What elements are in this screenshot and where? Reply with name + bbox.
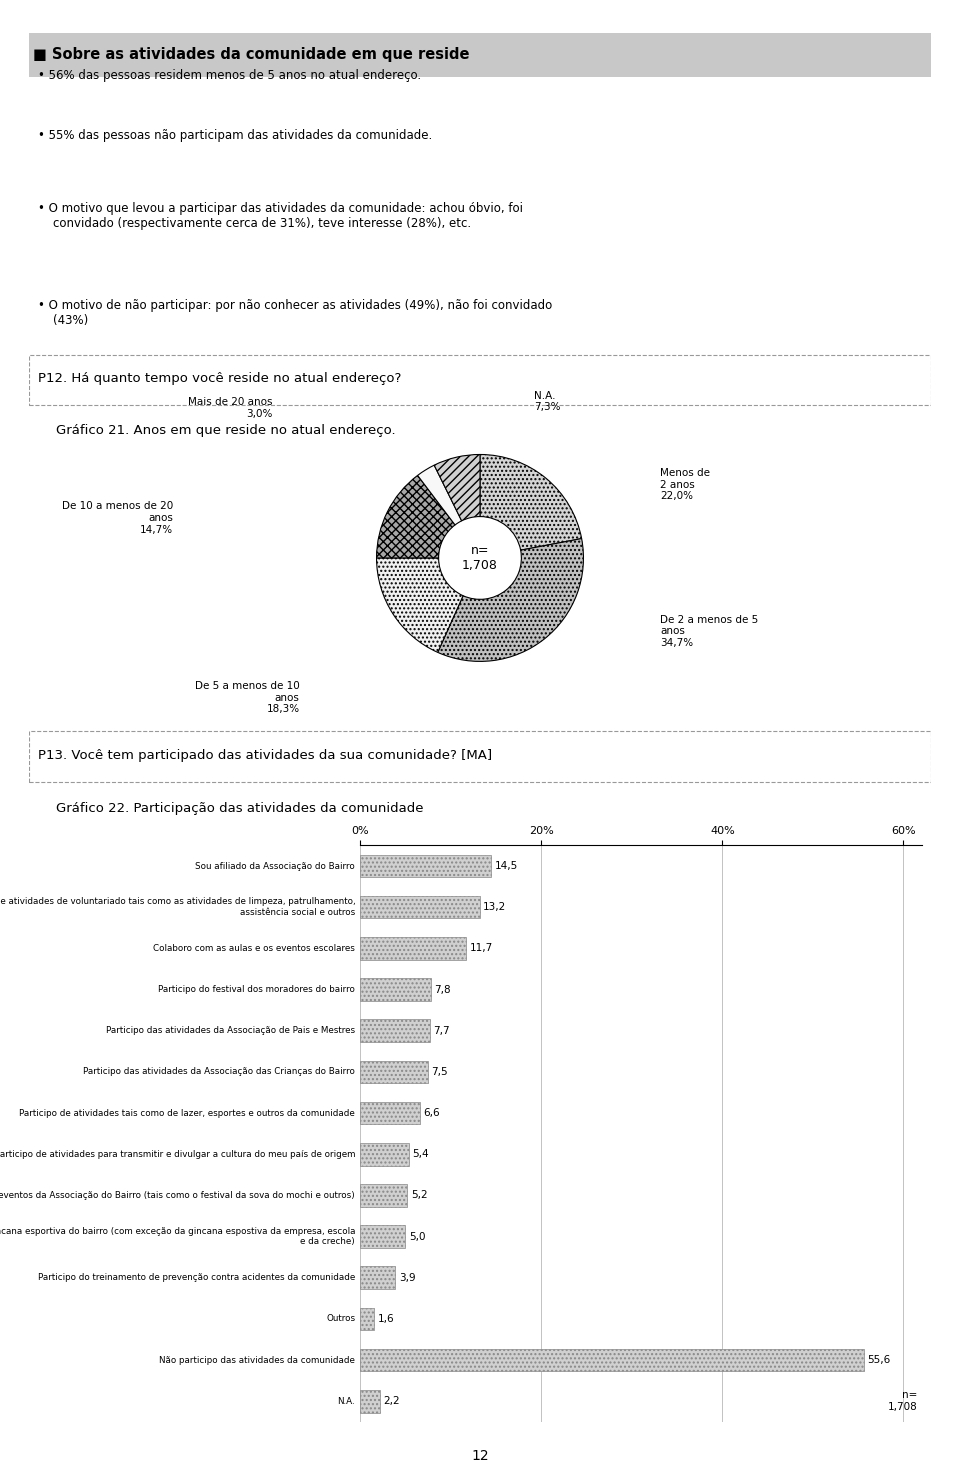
Bar [360,1308,374,1330]
Text: Outros: Outros [326,1314,355,1323]
Wedge shape [376,557,463,652]
Wedge shape [480,455,582,550]
Text: N.A.: N.A. [338,1397,355,1406]
Text: Participo do treinamento de prevenção contra acidentes da comunidade: Participo do treinamento de prevenção co… [38,1273,355,1283]
Text: • O motivo que levou a participar das atividades da comunidade: achou óbvio, foi: • O motivo que levou a participar das at… [37,202,523,231]
Text: Não participo das atividades da comunidade: Não participo das atividades da comunida… [159,1355,355,1364]
Wedge shape [376,476,455,557]
Text: Gráfico 22. Participação das atividades da comunidade: Gráfico 22. Participação das atividades … [56,803,423,814]
Text: De 10 a menos de 20
anos
14,7%: De 10 a menos de 20 anos 14,7% [62,501,173,535]
Bar [360,1225,405,1247]
Bar [360,1184,407,1206]
Bar [360,1020,430,1042]
Text: Menos de
2 anos
22,0%: Menos de 2 anos 22,0% [660,469,710,501]
Text: 2,2: 2,2 [384,1397,400,1406]
Wedge shape [418,466,462,525]
Text: Participo de atividades tais como de lazer, esportes e outros da comunidade: Participo de atividades tais como de laz… [19,1108,355,1117]
Bar [360,896,480,918]
Text: 5,2: 5,2 [411,1190,427,1200]
Text: 7,7: 7,7 [433,1026,450,1036]
Text: Participo das atividades da Associação de Pais e Mestres: Participo das atividades da Associação d… [106,1026,355,1035]
Text: Participo da gincana esportiva do bairro (com exceção da gincana espostiva da em: Participo da gincana esportiva do bairro… [0,1227,355,1246]
Text: 5,4: 5,4 [413,1150,429,1159]
Text: ■ Sobre as atividades da comunidade em que reside: ■ Sobre as atividades da comunidade em q… [34,47,469,62]
Text: P13. Você tem participado das atividades da sua comunidade? [MA]: P13. Você tem participado das atividades… [37,749,492,763]
Bar [360,1267,396,1289]
Text: • 55% das pessoas não participam das atividades da comunidade.: • 55% das pessoas não participam das ati… [37,129,432,142]
Text: Gráfico 21. Anos em que reside no atual endereço.: Gráfico 21. Anos em que reside no atual … [56,424,396,436]
Text: 1,6: 1,6 [378,1314,395,1324]
Text: • 56% das pessoas residem menos de 5 anos no atual endereço.: • 56% das pessoas residem menos de 5 ano… [37,68,420,81]
Text: P12. Há quanto tempo você reside no atual endereço?: P12. Há quanto tempo você reside no atua… [37,372,401,386]
Text: 13,2: 13,2 [483,902,507,912]
Wedge shape [434,455,480,520]
Bar [360,978,431,1001]
Text: 3,9: 3,9 [399,1273,416,1283]
Text: Participo dos eventos da Associação do Bairro (tais como o festival da sova do m: Participo dos eventos da Associação do B… [0,1191,355,1200]
Text: Participo das atividades da Associação das Crianças do Bairro: Participo das atividades da Associação d… [84,1067,355,1076]
Text: 7,5: 7,5 [432,1067,448,1077]
Wedge shape [438,538,584,661]
Text: 14,5: 14,5 [495,862,518,871]
Text: Participo de atividades de voluntariado tais como as atividades de limpeza, patr: Participo de atividades de voluntariado … [0,897,355,916]
Bar [360,1349,864,1372]
Text: De 5 a menos de 10
anos
18,3%: De 5 a menos de 10 anos 18,3% [195,681,300,714]
Text: • O motivo de não participar: por não conhecer as atividades (49%), não foi conv: • O motivo de não participar: por não co… [37,299,552,327]
FancyBboxPatch shape [29,732,931,782]
Text: 6,6: 6,6 [423,1108,440,1117]
Text: 5,0: 5,0 [409,1231,425,1242]
Bar [360,1101,420,1125]
Text: Participo de atividades para transmitir e divulgar a cultura do meu país de orig: Participo de atividades para transmitir … [0,1150,355,1159]
Bar [360,1389,380,1413]
FancyBboxPatch shape [29,355,931,405]
Text: n=
1,708: n= 1,708 [462,544,498,572]
Bar [360,854,492,878]
Text: 55,6: 55,6 [867,1355,891,1366]
Bar [360,1061,428,1083]
Text: 7,8: 7,8 [434,984,451,995]
Text: Mais de 20 anos
3,0%: Mais de 20 anos 3,0% [188,398,273,420]
Text: De 2 a menos de 5
anos
34,7%: De 2 a menos de 5 anos 34,7% [660,615,758,647]
Text: 12: 12 [471,1448,489,1463]
Text: Colaboro com as aulas e os eventos escolares: Colaboro com as aulas e os eventos escol… [154,944,355,953]
Text: N.A.
7,3%: N.A. 7,3% [534,390,561,412]
Text: Sou afiliado da Associação do Bairro: Sou afiliado da Associação do Bairro [196,862,355,871]
Text: n=
1,708: n= 1,708 [887,1391,917,1411]
Bar [360,1142,409,1166]
Text: 11,7: 11,7 [469,943,492,953]
Text: Participo do festival dos moradores do bairro: Participo do festival dos moradores do b… [158,984,355,995]
Bar [360,937,466,959]
